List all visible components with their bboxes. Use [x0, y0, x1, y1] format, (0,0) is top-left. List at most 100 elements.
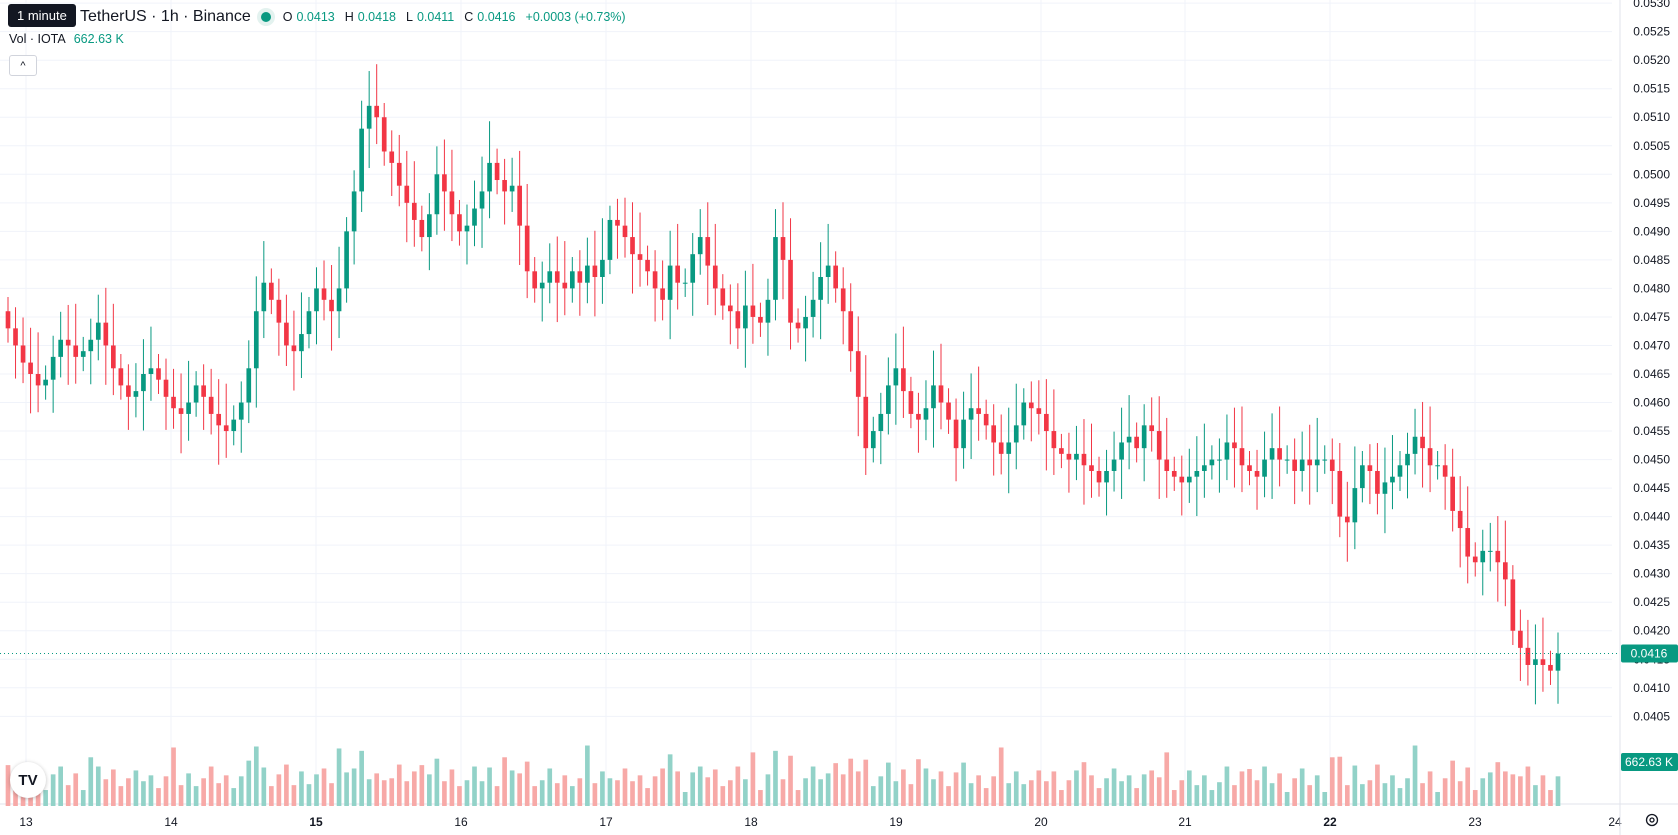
candle-body [411, 202, 417, 220]
candle-body [1435, 465, 1440, 467]
candle-body [404, 185, 410, 203]
volume-bar [299, 771, 304, 806]
candle-body [1533, 659, 1538, 665]
volume-bar [1081, 762, 1087, 806]
candle-body [1337, 470, 1343, 517]
candle-body [299, 334, 304, 352]
volume-bar [419, 765, 425, 806]
candle-body [1375, 470, 1380, 494]
volume-bar [133, 770, 139, 806]
volume-bar [344, 772, 349, 806]
gear-icon[interactable] [1644, 812, 1660, 828]
price-tick-label: 0.0525 [1633, 25, 1670, 39]
candle-body [1442, 465, 1448, 477]
price-tick-label: 0.0435 [1633, 538, 1670, 552]
collapse-legend-button[interactable]: ^ [9, 55, 37, 76]
candle-body [893, 368, 899, 386]
candle-body [208, 396, 214, 414]
candle-body [1284, 459, 1290, 461]
candle-body [968, 408, 974, 420]
candle-body [660, 288, 665, 300]
candle-body [592, 265, 598, 278]
volume-bar [284, 764, 289, 806]
volume-bar [1179, 780, 1185, 806]
volume-bar [600, 771, 605, 806]
candle-body [396, 162, 402, 186]
volume-bar [1186, 770, 1192, 806]
volume-bar [366, 779, 372, 806]
volume-bar [1224, 766, 1230, 806]
volume-bar [1329, 757, 1335, 806]
volume-bar [1487, 772, 1493, 806]
current-volume-tag [1621, 753, 1678, 771]
candle-body [344, 231, 349, 289]
candle-body [946, 402, 951, 420]
volume-bar [1465, 767, 1471, 806]
candle-body [359, 128, 364, 192]
candle-body [276, 299, 282, 323]
candle-body [464, 225, 470, 232]
volume-bar [833, 763, 839, 806]
volume-bar [517, 773, 522, 806]
candle-body [1495, 550, 1501, 563]
volume-bar [1525, 766, 1531, 806]
candle-body [585, 265, 590, 283]
volume-bar [276, 774, 282, 806]
volume-bar [1442, 778, 1448, 806]
candle-body [1171, 470, 1177, 477]
price-tick-label: 0.0495 [1633, 196, 1670, 210]
candle-body [908, 391, 914, 414]
candle-body [1480, 550, 1486, 563]
candle-body [735, 311, 741, 329]
candle-body [261, 282, 267, 312]
candle-body [314, 288, 319, 312]
candle-body [645, 259, 650, 272]
volume-bar [396, 764, 402, 806]
ohlc-values: O 0.0413 H 0.0418 L 0.0411 C 0.0416 +0.0003 … [282, 10, 626, 24]
volume-bar [908, 784, 914, 806]
volume-bar [855, 771, 861, 806]
volume-bar [479, 781, 485, 806]
volume-bar [238, 776, 244, 806]
price-tick-label: 0.0510 [1633, 110, 1670, 124]
candle-body [201, 385, 206, 397]
candle-body [863, 396, 869, 449]
candle-body [246, 368, 252, 403]
candle-body [991, 425, 997, 443]
volume-bar [562, 775, 568, 806]
symbol-title[interactable]: TetherUS · 1h · Binance [80, 8, 251, 25]
price-tick-label: 0.0430 [1633, 567, 1670, 581]
candle-body [231, 419, 237, 432]
candle-body [1405, 453, 1410, 466]
volume-bar [43, 790, 48, 806]
candle-body [1164, 459, 1170, 471]
candle-body [953, 419, 959, 449]
volume-bar [743, 779, 748, 806]
candle-body [43, 379, 48, 386]
candle-body [682, 282, 688, 284]
candle-body [1277, 448, 1282, 460]
candle-body [427, 214, 432, 238]
volume-bar [818, 779, 823, 806]
price-tick-label: 0.0485 [1633, 253, 1670, 267]
tradingview-logo-icon[interactable]: TV [10, 762, 46, 798]
candle-body [269, 282, 274, 300]
candle-body [848, 311, 854, 352]
volume-bar [524, 761, 530, 806]
candle-body [622, 225, 628, 238]
candle-body [479, 191, 485, 209]
candle-body [1111, 459, 1117, 471]
volume-bar [1111, 768, 1117, 806]
volume-bar [773, 750, 778, 806]
volume-bar [810, 766, 816, 806]
candle-body [1119, 442, 1124, 460]
volume-bar [1307, 785, 1313, 806]
volume-bar [1262, 766, 1267, 806]
volume-bar [923, 768, 929, 806]
candle-body [163, 379, 169, 397]
candle-body [1262, 459, 1267, 477]
candle-body [1186, 476, 1192, 483]
candle-body [938, 385, 944, 403]
candle-body [494, 162, 500, 181]
